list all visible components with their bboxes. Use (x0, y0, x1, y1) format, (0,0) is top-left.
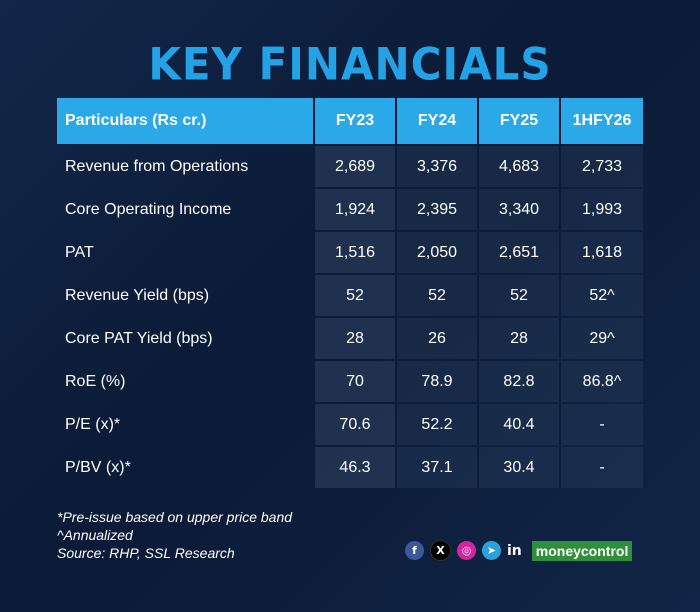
cell-label: PAT (57, 232, 315, 273)
cell-fy23: 28 (315, 318, 397, 359)
table-row: Core Operating Income 1,924 2,395 3,340 1,99… (57, 189, 643, 230)
cell-fy24: 26 (397, 318, 479, 359)
cell-1hfy26: 29^ (561, 318, 643, 359)
linkedin-icon[interactable]: in (507, 542, 522, 559)
telegram-icon[interactable]: ➤ (482, 541, 501, 560)
header-fy24: FY24 (397, 98, 479, 144)
cell-fy23: 52 (315, 275, 397, 316)
instagram-icon[interactable]: ◎ (457, 541, 476, 560)
table-row: RoE (%) 70 78.9 82.8 86.8^ (57, 361, 643, 402)
social-bar: f X ◎ ➤ in moneycontrol (405, 540, 633, 561)
cell-label: Core Operating Income (57, 189, 315, 230)
x-icon[interactable]: X (430, 540, 451, 561)
cell-1hfy26: 86.8^ (561, 361, 643, 402)
table-row: P/E (x)* 70.6 52.2 40.4- (57, 404, 643, 445)
financials-table: Particulars (Rs cr.) FY23 FY24 FY25 1HFY… (57, 96, 643, 490)
table-row: Revenue Yield (bps) 52 52 52 52^ (57, 275, 643, 316)
table-row: Revenue from Operations 2,689 3,376 4,683 2,… (57, 146, 643, 187)
cell-label: RoE (%) (57, 361, 315, 402)
cell-fy24: 52.2 (397, 404, 479, 445)
footnote-source: Source: RHP, SSL Research (57, 545, 235, 561)
cell-fy23: 46.3 (315, 447, 397, 488)
header-1hfy26: 1HFY26 (561, 98, 643, 144)
cell-fy25: 40.4 (479, 404, 561, 445)
cell-fy25: 4,683 (479, 146, 561, 187)
footnotes: *Pre-issue based on upper price band ^An… (57, 508, 292, 562)
cell-label: P/BV (x)* (57, 447, 315, 488)
table-row: P/BV (x)* 46.3 37.1 30.4- (57, 447, 643, 488)
footnote-pre-issue: *Pre-issue based on upper price band (57, 509, 293, 525)
footnote-annualized: ^Annualized (57, 527, 133, 543)
cell-label: Revenue from Operations (57, 146, 315, 187)
cell-fy24: 37.1 (397, 447, 479, 488)
cell-fy25: 82.8 (479, 361, 561, 402)
cell-fy25: 28 (479, 318, 561, 359)
cell-1hfy26: 2,733 (561, 146, 643, 187)
cell-fy24: 52 (397, 275, 479, 316)
header-particulars: Particulars (Rs cr.) (57, 98, 315, 144)
cell-fy25: 3,340 (479, 189, 561, 230)
cell-label: Core PAT Yield (bps) (57, 318, 315, 359)
cell-fy24: 2,050 (397, 232, 479, 273)
cell-label: Revenue Yield (bps) (57, 275, 315, 316)
cell-fy23: 70 (315, 361, 397, 402)
cell-1hfy26: - (561, 447, 643, 488)
cell-1hfy26: 1,993 (561, 189, 643, 230)
cell-fy23: 1,516 (315, 232, 397, 273)
cell-fy23: 1,924 (315, 189, 397, 230)
header-fy23: FY23 (315, 98, 397, 144)
cell-fy24: 2,395 (397, 189, 479, 230)
cell-fy25: 30.4 (479, 447, 561, 488)
table-row: Core PAT Yield (bps) 28 26 28 29^ (57, 318, 643, 359)
cell-fy24: 3,376 (397, 146, 479, 187)
cell-1hfy26: 52^ (561, 275, 643, 316)
cell-1hfy26: - (561, 404, 643, 445)
facebook-icon[interactable]: f (405, 541, 424, 560)
table-row: PAT 1,516 2,050 2,651 1,618 (57, 232, 643, 273)
cell-fy23: 2,689 (315, 146, 397, 187)
cell-fy25: 52 (479, 275, 561, 316)
header-fy25: FY25 (479, 98, 561, 144)
moneycontrol-logo[interactable]: moneycontrol (531, 540, 633, 561)
cell-1hfy26: 1,618 (561, 232, 643, 273)
page-title: KEY FINANCIALS (148, 38, 552, 91)
cell-fy24: 78.9 (397, 361, 479, 402)
cell-label: P/E (x)* (57, 404, 315, 445)
table-header-row: Particulars (Rs cr.) FY23 FY24 FY25 1HFY… (57, 98, 643, 144)
cell-fy23: 70.6 (315, 404, 397, 445)
cell-fy25: 2,651 (479, 232, 561, 273)
